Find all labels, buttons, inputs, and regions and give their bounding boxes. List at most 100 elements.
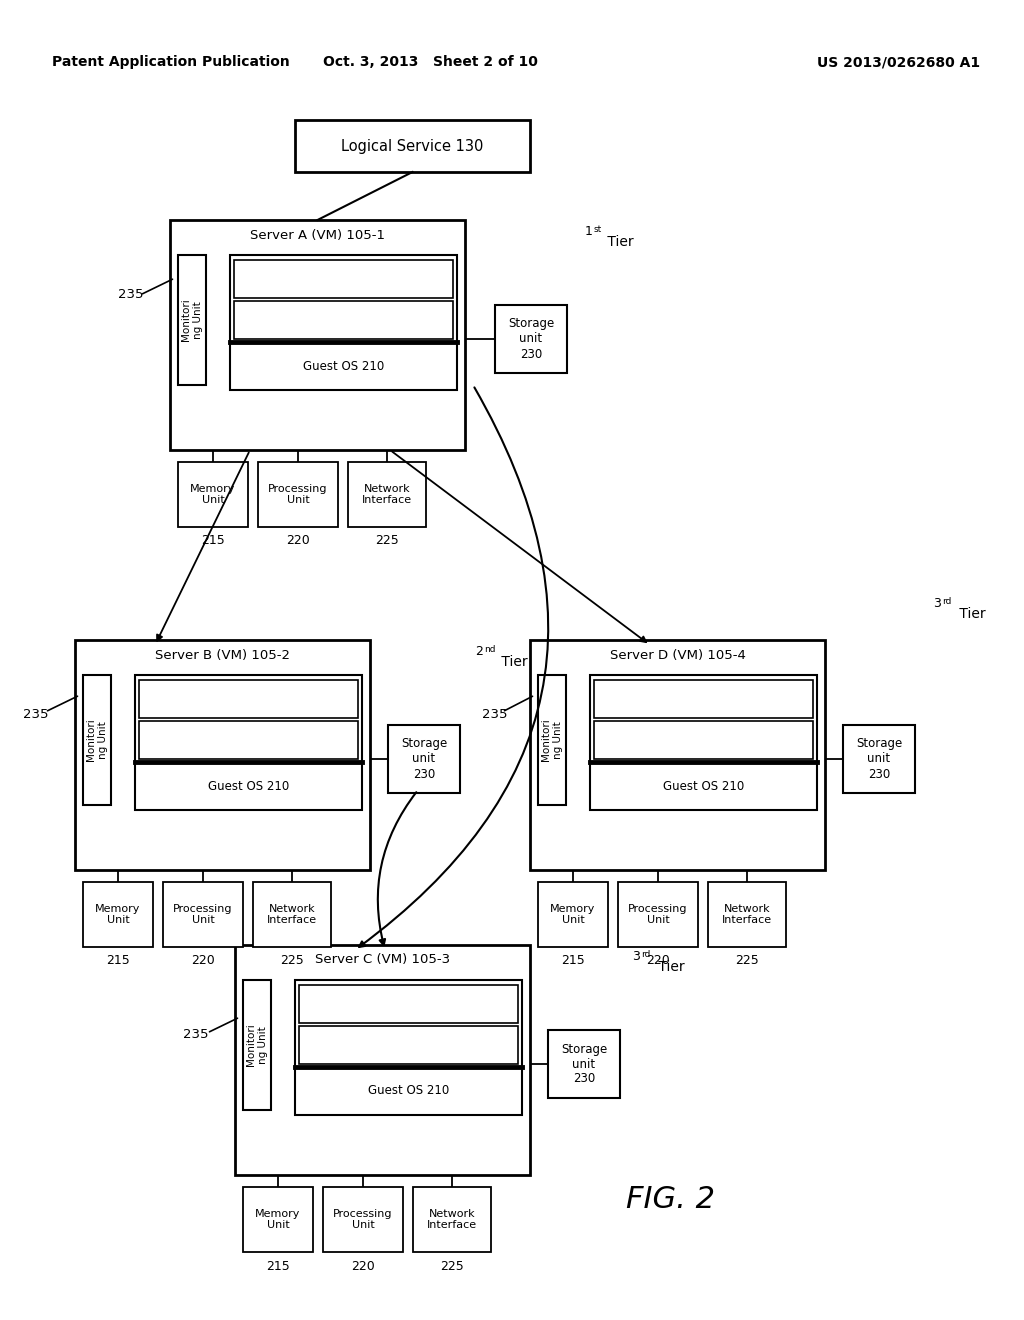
- Text: 1: 1: [585, 224, 593, 238]
- Bar: [538, 882, 608, 946]
- Bar: [323, 1187, 403, 1251]
- Text: Memory
Unit: Memory Unit: [190, 483, 236, 506]
- Text: 215: 215: [106, 954, 130, 968]
- Bar: [243, 1187, 313, 1251]
- Text: rd: rd: [942, 597, 951, 606]
- Text: Monitori
ng Unit: Monitori ng Unit: [86, 718, 108, 762]
- Text: Network
Interface: Network Interface: [427, 1209, 477, 1230]
- Text: 3: 3: [632, 950, 640, 964]
- Text: 225: 225: [281, 954, 304, 968]
- Text: Network
Interface: Network Interface: [722, 904, 772, 925]
- Text: Tier: Tier: [603, 235, 634, 249]
- Text: 3: 3: [933, 597, 941, 610]
- Bar: [178, 462, 248, 527]
- Text: 235: 235: [482, 709, 508, 722]
- Text: Network
Interface: Network Interface: [267, 904, 317, 925]
- Text: Storage
unit
230: Storage unit 230: [508, 318, 554, 360]
- Bar: [348, 462, 426, 527]
- Bar: [295, 120, 530, 172]
- Bar: [75, 640, 370, 870]
- Text: Guest OS 210: Guest OS 210: [208, 780, 289, 792]
- Bar: [253, 882, 331, 946]
- Text: 225: 225: [375, 535, 399, 548]
- Text: Server B (VM) 105-2: Server B (VM) 105-2: [155, 648, 290, 661]
- Text: Server D (VM) 105-4: Server D (VM) 105-4: [609, 648, 745, 661]
- Text: Application 205-1: Application 205-1: [651, 693, 756, 705]
- Bar: [135, 675, 362, 810]
- Text: Processing
Unit: Processing Unit: [333, 1209, 393, 1230]
- Text: Application 205-2: Application 205-2: [292, 314, 395, 326]
- Text: FIG. 2: FIG. 2: [626, 1185, 715, 1214]
- Text: Memory
Unit: Memory Unit: [95, 904, 140, 925]
- Text: 235: 235: [23, 709, 48, 722]
- Text: Application 205-2: Application 205-2: [197, 734, 300, 747]
- Bar: [234, 260, 453, 298]
- Text: Server A (VM) 105-1: Server A (VM) 105-1: [250, 228, 385, 242]
- Text: Application 205-1: Application 205-1: [197, 693, 300, 705]
- Text: 220: 220: [646, 954, 670, 968]
- Text: Memory
Unit: Memory Unit: [550, 904, 596, 925]
- Text: US 2013/0262680 A1: US 2013/0262680 A1: [817, 55, 980, 69]
- Text: st: st: [594, 224, 602, 234]
- Bar: [548, 1030, 620, 1098]
- Text: Guest OS 210: Guest OS 210: [368, 1085, 450, 1097]
- Text: 235: 235: [183, 1028, 209, 1041]
- Bar: [594, 680, 813, 718]
- Text: 215: 215: [201, 535, 225, 548]
- Text: Oct. 3, 2013   Sheet 2 of 10: Oct. 3, 2013 Sheet 2 of 10: [323, 55, 538, 69]
- Bar: [163, 882, 243, 946]
- Text: 2: 2: [475, 645, 483, 657]
- Bar: [295, 979, 522, 1115]
- Text: Tier: Tier: [497, 655, 527, 669]
- Text: Network
Interface: Network Interface: [361, 483, 412, 506]
- Text: Storage
unit
230: Storage unit 230: [400, 738, 447, 780]
- Bar: [83, 882, 153, 946]
- Text: Tier: Tier: [654, 960, 685, 974]
- Bar: [299, 1026, 518, 1064]
- Bar: [495, 305, 567, 374]
- Text: Monitori
ng Unit: Monitori ng Unit: [181, 298, 203, 342]
- Bar: [243, 979, 271, 1110]
- Bar: [139, 721, 358, 759]
- Bar: [83, 675, 111, 805]
- Bar: [299, 985, 518, 1023]
- Text: rd: rd: [641, 950, 650, 960]
- Text: Processing
Unit: Processing Unit: [629, 904, 688, 925]
- Text: Storage
unit
230: Storage unit 230: [856, 738, 902, 780]
- Text: Logical Service 130: Logical Service 130: [341, 139, 483, 153]
- Bar: [170, 220, 465, 450]
- Bar: [234, 945, 530, 1175]
- Text: Application 205-1: Application 205-1: [356, 998, 461, 1011]
- Text: Storage
unit
230: Storage unit 230: [561, 1043, 607, 1085]
- Text: Monitori
ng Unit: Monitori ng Unit: [246, 1023, 268, 1067]
- Bar: [230, 255, 457, 389]
- Text: 225: 225: [440, 1259, 464, 1272]
- Text: 225: 225: [735, 954, 759, 968]
- Text: 220: 220: [191, 954, 215, 968]
- Text: 220: 220: [351, 1259, 375, 1272]
- Text: nd: nd: [484, 645, 496, 653]
- Text: 220: 220: [286, 535, 310, 548]
- Bar: [590, 675, 817, 810]
- Text: Application 205-1: Application 205-1: [292, 272, 395, 285]
- Text: 215: 215: [266, 1259, 290, 1272]
- Text: 215: 215: [561, 954, 585, 968]
- Bar: [258, 462, 338, 527]
- Text: Tier: Tier: [955, 607, 986, 620]
- Text: Monitori
ng Unit: Monitori ng Unit: [542, 718, 563, 762]
- Bar: [139, 680, 358, 718]
- Text: Server C (VM) 105-3: Server C (VM) 105-3: [315, 953, 451, 966]
- Bar: [530, 640, 825, 870]
- Bar: [413, 1187, 490, 1251]
- Text: Patent Application Publication: Patent Application Publication: [52, 55, 290, 69]
- Bar: [594, 721, 813, 759]
- Text: Application 205-2: Application 205-2: [356, 1039, 461, 1052]
- Text: Memory
Unit: Memory Unit: [255, 1209, 301, 1230]
- Bar: [234, 301, 453, 339]
- Bar: [708, 882, 786, 946]
- Bar: [178, 255, 206, 385]
- Bar: [843, 725, 915, 793]
- Text: Guest OS 210: Guest OS 210: [663, 780, 744, 792]
- Text: Processing
Unit: Processing Unit: [173, 904, 232, 925]
- Bar: [538, 675, 566, 805]
